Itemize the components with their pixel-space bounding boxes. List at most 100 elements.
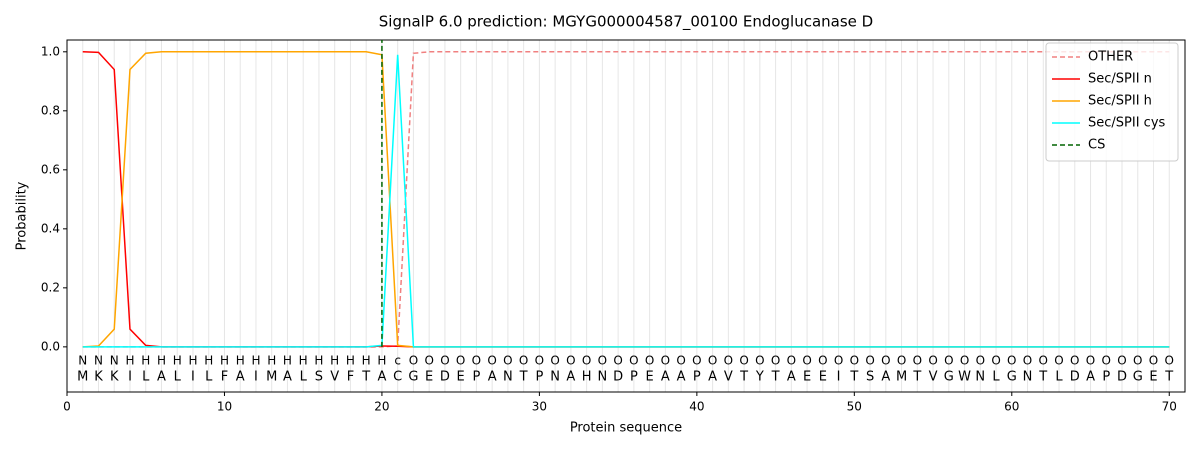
residue: T — [739, 370, 748, 385]
residue: W — [958, 370, 971, 385]
residue-label: H — [377, 354, 386, 368]
residue-label: O — [976, 354, 985, 368]
residue-label: H — [141, 354, 150, 368]
residue: Y — [755, 370, 764, 385]
residue: T — [1164, 370, 1173, 385]
residue-label: O — [1007, 354, 1016, 368]
residue-label: O — [1070, 354, 1079, 368]
residue-label: O — [928, 354, 937, 368]
residue-label: O — [424, 354, 433, 368]
residue-label: O — [850, 354, 859, 368]
residue: K — [94, 370, 103, 385]
y-tick-label: 0.4 — [41, 221, 60, 235]
residue: T — [912, 370, 921, 385]
residue: A — [283, 370, 292, 385]
residue-label: H — [283, 354, 292, 368]
residue: M — [266, 370, 277, 385]
residue: N — [550, 370, 560, 385]
residue: D — [613, 370, 623, 385]
residue: E — [819, 370, 827, 385]
residue: A — [1086, 370, 1095, 385]
residue: A — [157, 370, 166, 385]
y-tick-label: 0.0 — [41, 339, 60, 353]
residue: G — [1007, 370, 1017, 385]
residue: A — [566, 370, 575, 385]
residue: T — [1038, 370, 1047, 385]
residue-label: O — [1023, 354, 1032, 368]
residue: P — [535, 370, 543, 385]
residue: P — [472, 370, 480, 385]
residue: G — [1133, 370, 1143, 385]
residue-label: O — [834, 354, 843, 368]
residue: T — [771, 370, 780, 385]
residue: I — [254, 370, 258, 385]
residue-label: O — [755, 354, 764, 368]
residue: A — [377, 370, 386, 385]
residue: N — [598, 370, 608, 385]
residue-label: O — [802, 354, 811, 368]
series-line — [82, 51, 1170, 348]
residue: P — [1102, 370, 1110, 385]
residue: E — [457, 370, 465, 385]
residue-label: N — [110, 354, 119, 368]
residue-label: H — [314, 354, 323, 368]
residue-label: O — [1149, 354, 1158, 368]
residue-label: H — [299, 354, 308, 368]
residue: I — [837, 370, 841, 385]
residue-label: H — [188, 354, 197, 368]
residue: V — [929, 370, 938, 385]
residue-label: O — [944, 354, 953, 368]
residue: L — [174, 370, 182, 385]
residue-label: O — [613, 354, 622, 368]
residue-label: O — [487, 354, 496, 368]
residue: A — [488, 370, 497, 385]
residue-label: O — [409, 354, 418, 368]
residue-label: H — [251, 354, 260, 368]
residue-label: O — [598, 354, 607, 368]
residue: L — [1055, 370, 1063, 385]
residue-label: O — [881, 354, 890, 368]
y-tick-label: 0.8 — [41, 103, 60, 117]
plot-frame — [66, 39, 1186, 393]
residue-label: O — [1133, 354, 1142, 368]
residue: E — [425, 370, 433, 385]
residue-label: O — [519, 354, 528, 368]
residue: L — [300, 370, 308, 385]
residue: I — [128, 370, 132, 385]
residue: N — [1023, 370, 1033, 385]
residue: F — [347, 370, 354, 385]
residue-label: O — [739, 354, 748, 368]
residue: D — [1117, 370, 1127, 385]
y-axis-label: Probability — [15, 181, 30, 250]
residue-label: N — [94, 354, 103, 368]
residue-label: O — [865, 354, 874, 368]
residue: M — [896, 370, 907, 385]
residue-label: O — [1086, 354, 1095, 368]
residue-label: O — [566, 354, 575, 368]
residue: I — [191, 370, 195, 385]
residue: E — [646, 370, 654, 385]
series-line — [82, 51, 1170, 348]
x-tick-label: 0 — [63, 400, 71, 414]
residue: L — [142, 370, 150, 385]
residue: A — [708, 370, 717, 385]
residue-label: H — [362, 354, 371, 368]
residue: G — [408, 370, 418, 385]
residue-label: H — [220, 354, 229, 368]
x-tick-label: 20 — [374, 400, 389, 414]
residue-label: O — [692, 354, 701, 368]
residue-label: O — [787, 354, 796, 368]
series-line — [82, 54, 1170, 348]
residue: G — [944, 370, 954, 385]
x-tick-label: 10 — [217, 400, 232, 414]
x-tick-label: 50 — [847, 400, 862, 414]
residue-label: c — [394, 354, 401, 368]
x-tick-label: 60 — [1004, 400, 1019, 414]
residue: T — [519, 370, 528, 385]
residue-label: H — [125, 354, 134, 368]
residue-label: H — [346, 354, 355, 368]
residue: C — [393, 370, 402, 385]
residue: S — [315, 370, 323, 385]
residue-label: O — [582, 354, 591, 368]
